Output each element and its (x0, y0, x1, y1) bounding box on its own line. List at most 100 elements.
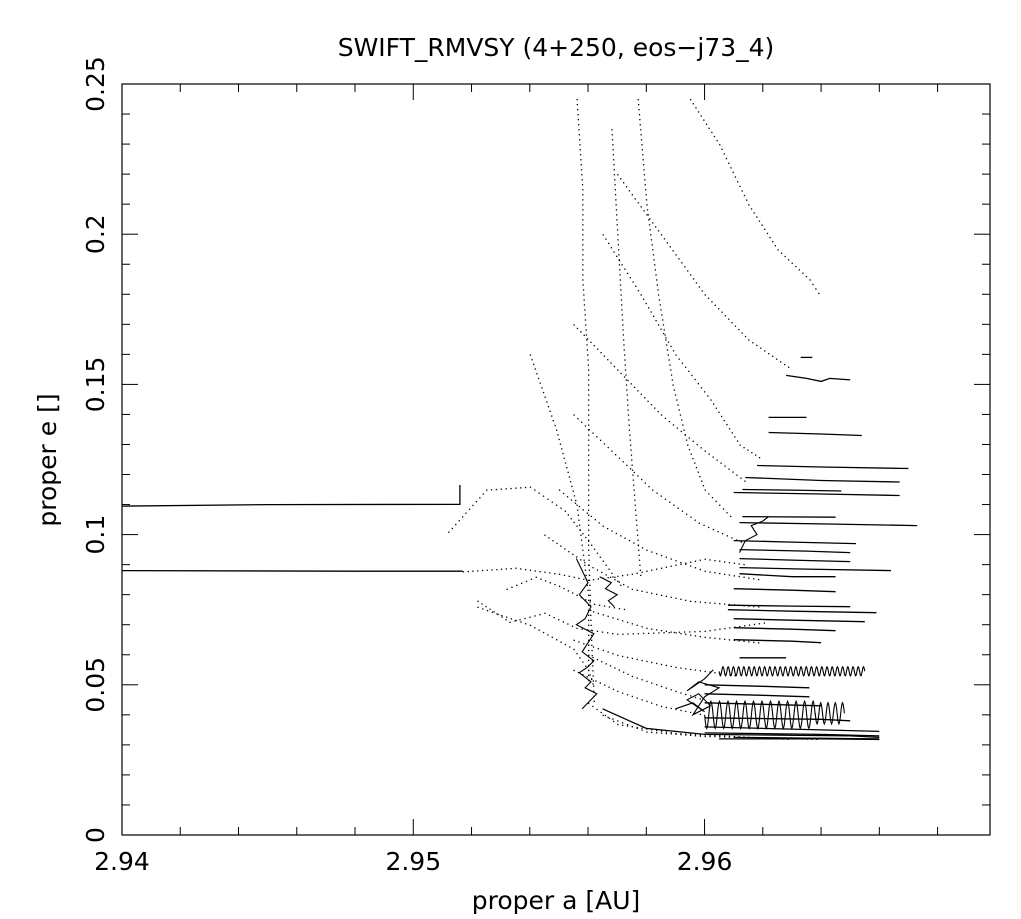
track-dot (672, 384, 674, 386)
track-dot (610, 247, 612, 249)
track-dot (636, 524, 638, 526)
track-dot (675, 564, 677, 566)
track-dot (631, 194, 633, 196)
track-dot (579, 144, 581, 146)
track-dot (646, 209, 649, 211)
track-dot (668, 632, 670, 634)
track-dot (608, 717, 611, 720)
track-dot (588, 439, 590, 441)
track-dot (617, 723, 619, 726)
track-dot (632, 474, 634, 476)
track-dot (578, 519, 580, 521)
track-dot (690, 274, 692, 276)
plot-frame (121, 83, 991, 836)
track-dot (593, 690, 595, 692)
line-track (739, 566, 892, 572)
track-dot (623, 376, 626, 378)
line-track (745, 476, 900, 483)
y-tick-label: 0 (81, 827, 110, 843)
track-dot (576, 327, 579, 330)
track-dot (520, 568, 522, 570)
track-dot (656, 732, 658, 734)
track-dot (472, 504, 474, 507)
track-dot (591, 655, 593, 657)
track-dot (662, 332, 665, 335)
track-dot (657, 411, 659, 413)
track-dot (588, 544, 590, 546)
track-dot (477, 606, 479, 608)
track-dot (616, 229, 619, 231)
track-dot (607, 359, 609, 361)
track-dot (582, 249, 584, 251)
track-dot (692, 278, 695, 280)
track-dot (644, 179, 646, 181)
track-dot (685, 366, 687, 368)
track-dot (607, 577, 609, 579)
track-dot (573, 648, 575, 651)
track-dot (690, 99, 692, 101)
track-dot (620, 372, 622, 375)
track-dot (728, 562, 731, 564)
line-track (704, 726, 880, 733)
track-dot (612, 154, 614, 156)
track-dot (660, 663, 663, 666)
track-dot (577, 509, 579, 511)
track-dot (570, 499, 573, 501)
track-dot (676, 427, 678, 429)
track-dot (588, 539, 590, 541)
track-dot (567, 471, 569, 473)
track-dot (611, 129, 613, 131)
track-dot (755, 454, 757, 456)
track-dot (777, 249, 779, 251)
track-dot (694, 631, 696, 633)
track-dot (631, 469, 634, 471)
track-dot (585, 334, 588, 336)
track-dot (590, 341, 592, 343)
track-dot (709, 630, 711, 632)
track-dot (558, 619, 560, 621)
track-dot (650, 311, 652, 313)
track-dot (579, 154, 582, 156)
track-dot (670, 732, 672, 734)
track-dot (670, 565, 672, 567)
track-dot (535, 576, 537, 578)
track-dot (704, 630, 706, 632)
track-dot (772, 241, 774, 243)
track-dot (623, 608, 626, 611)
track-dot (626, 574, 629, 576)
track-dot (622, 329, 624, 331)
track-dot (658, 299, 661, 301)
track-dot (636, 572, 638, 574)
track-dot (540, 578, 542, 580)
track-dot (740, 477, 742, 479)
track-dot (648, 219, 650, 221)
track-dot (680, 709, 682, 712)
track-dot (622, 620, 624, 622)
track-dot (692, 103, 694, 105)
track-dot (628, 424, 630, 426)
track-dot (524, 569, 527, 571)
track-dot (582, 284, 584, 286)
jitter-track (575, 558, 598, 710)
track-dot (726, 535, 728, 537)
track-dot (572, 553, 574, 555)
track-dot (637, 534, 639, 536)
track-dot (728, 574, 731, 576)
track-dot (660, 705, 663, 708)
track-dot (591, 649, 593, 652)
track-dot (614, 184, 616, 186)
track-dot (653, 259, 655, 261)
chart-title: SWIFT_RMVSY (4+250, eos−j73_4) (338, 33, 775, 62)
track-dot (506, 616, 508, 618)
track-dot (613, 607, 616, 609)
track-dot (615, 454, 617, 456)
track-dot (641, 478, 643, 481)
track-dot (652, 222, 654, 224)
track-dot (676, 399, 678, 401)
track-dot (671, 379, 673, 381)
track-dot (584, 569, 587, 571)
track-dot (596, 630, 599, 632)
track-dot (592, 675, 594, 677)
track-dot (642, 632, 645, 635)
track-dot (584, 561, 586, 564)
